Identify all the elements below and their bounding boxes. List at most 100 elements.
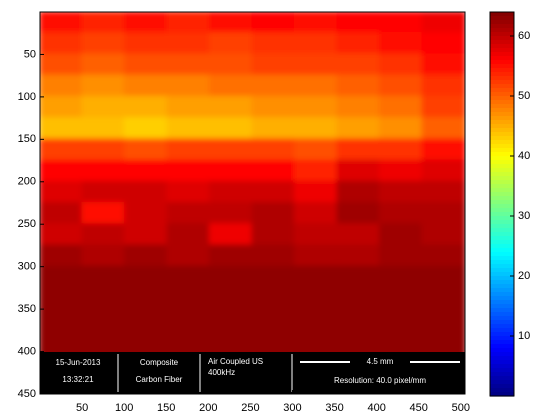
colorbar-swatch xyxy=(490,16,514,21)
colorbar-frame xyxy=(489,11,515,397)
heat-cell xyxy=(40,202,84,226)
colorbar-swatch xyxy=(490,72,514,77)
colorbar-swatch xyxy=(490,280,514,285)
heat-cell xyxy=(81,329,126,353)
heat-cell xyxy=(379,265,424,289)
colorbar-swatch xyxy=(490,296,514,301)
heat-cell xyxy=(40,53,84,77)
heat-cell xyxy=(40,329,84,353)
heat-cell xyxy=(294,329,339,353)
x-tick-label: 450 xyxy=(410,402,428,414)
colorbar-swatch xyxy=(490,388,514,393)
heat-cell xyxy=(81,32,126,56)
colorbar-swatch xyxy=(490,56,514,61)
heat-cell xyxy=(209,53,254,77)
colorbar-swatch xyxy=(490,172,514,177)
colorbar-swatch xyxy=(490,104,514,109)
colorbar-swatch xyxy=(490,196,514,201)
heat-cell xyxy=(251,53,296,77)
heat-cell xyxy=(166,159,211,183)
colorbar-swatch xyxy=(490,268,514,273)
heat-cell xyxy=(124,308,169,332)
heat-cell xyxy=(81,286,126,311)
heat-cell xyxy=(166,308,211,332)
heat-cell xyxy=(209,329,254,353)
heat-cell xyxy=(251,265,296,289)
colorbar-swatch xyxy=(490,92,514,97)
heat-cell xyxy=(124,223,169,247)
heat-cell xyxy=(379,117,424,141)
colorbar-swatch xyxy=(490,128,514,133)
heat-cell xyxy=(336,329,381,353)
heat-cell xyxy=(251,95,296,120)
colorbar-swatch xyxy=(490,152,514,157)
heat-cell xyxy=(124,32,169,56)
colorbar-swatch xyxy=(490,44,514,49)
colorbar xyxy=(490,12,514,397)
heat-cell xyxy=(421,244,465,268)
colorbar-swatch xyxy=(490,328,514,333)
heat-cell xyxy=(251,244,296,268)
y-tick-label: 450 xyxy=(18,388,36,400)
colorbar-swatch xyxy=(490,100,514,105)
heat-cell xyxy=(421,286,465,311)
heat-cell xyxy=(166,180,211,204)
heat-cell xyxy=(421,159,465,183)
x-tick-label: 250 xyxy=(241,402,259,414)
colorbar-swatch xyxy=(490,344,514,349)
heat-cell xyxy=(294,53,339,77)
colorbar-swatch xyxy=(490,376,514,381)
method: Air Coupled US xyxy=(208,357,263,366)
colorbar-swatch xyxy=(490,264,514,269)
heatmap xyxy=(40,12,465,394)
heat-cell xyxy=(124,74,169,98)
colorbar-tick-label: 40 xyxy=(518,150,530,162)
heat-cell xyxy=(336,53,381,77)
heat-cell xyxy=(209,244,254,268)
heat-cell xyxy=(336,74,381,98)
heat-cell xyxy=(124,159,169,183)
heat-cell xyxy=(251,308,296,332)
y-tick-label: 150 xyxy=(18,133,36,145)
heat-cell xyxy=(336,244,381,268)
heat-cell xyxy=(40,308,84,332)
heat-cell xyxy=(294,223,339,247)
heat-cell xyxy=(421,265,465,289)
colorbar-swatch xyxy=(490,120,514,125)
colorbar-swatch xyxy=(490,372,514,377)
heat-cell xyxy=(294,159,339,183)
heat-cell xyxy=(251,286,296,311)
heat-cell xyxy=(209,308,254,332)
heat-cell xyxy=(124,95,169,120)
heat-cell xyxy=(81,244,126,268)
heat-cell xyxy=(294,180,339,204)
colorbar-swatch xyxy=(490,324,514,329)
info-box xyxy=(40,352,465,394)
resolution: Resolution: 40.0 pixel/mm xyxy=(334,376,426,385)
colorbar-swatch xyxy=(490,84,514,89)
heat-cell xyxy=(40,265,84,289)
colorbar-swatch xyxy=(490,216,514,221)
x-tick-label: 500 xyxy=(452,402,470,414)
heat-cell xyxy=(81,12,126,35)
colorbar-swatch xyxy=(490,316,514,321)
heat-cell xyxy=(166,32,211,56)
y-tick-label: 100 xyxy=(18,91,36,103)
heat-cell xyxy=(81,159,126,183)
colorbar-swatch xyxy=(490,312,514,317)
colorbar-swatch xyxy=(490,236,514,241)
y-tick-label: 350 xyxy=(18,303,36,315)
colorbar-swatch xyxy=(490,52,514,57)
colorbar-swatch xyxy=(490,168,514,173)
heat-cell xyxy=(209,138,254,162)
heat-cell xyxy=(166,244,211,268)
colorbar-swatch xyxy=(490,248,514,253)
heat-cell xyxy=(294,244,339,268)
colorbar-swatch xyxy=(490,28,514,33)
heat-cell xyxy=(379,159,424,183)
heat-cell xyxy=(124,329,169,353)
heat-cell xyxy=(209,223,254,247)
heat-cell xyxy=(81,265,126,289)
heat-cell xyxy=(336,12,381,35)
heat-cell xyxy=(124,117,169,141)
